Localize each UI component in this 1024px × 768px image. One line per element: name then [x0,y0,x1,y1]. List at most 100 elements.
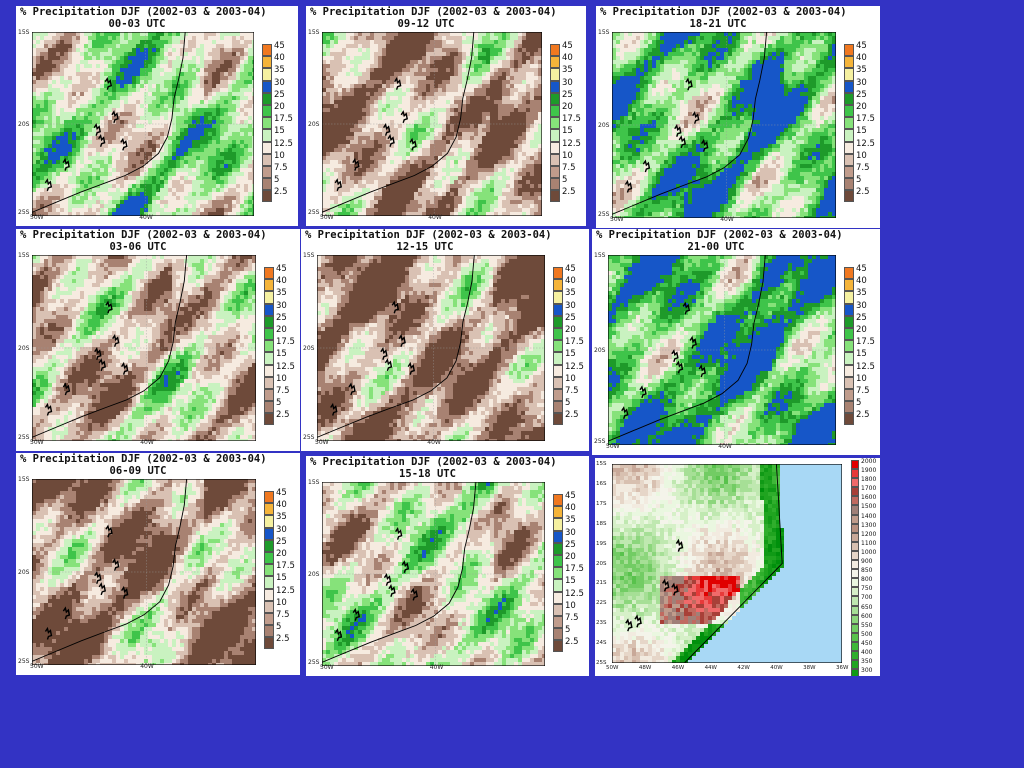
legend-item: 35 [844,65,880,81]
precipitation-map [612,32,836,218]
precipitation-map [32,255,256,441]
legend-label: 2.5 [565,410,579,420]
precipitation-legend: 45 40 35 30 25 20 17.5 15 12.5 10 7.5 5 2.5 [553,264,589,426]
legend-item: 15 [844,126,880,142]
legend-label: 7.5 [562,163,576,173]
legend-item: 10 [553,601,589,616]
topo-lat-tick-label: 21S [596,580,607,586]
legend-swatch [553,628,563,641]
legend-label: 35 [274,65,285,75]
legend-label: 20 [856,102,867,112]
legend-item: 20 [553,325,589,341]
legend-swatch [844,364,854,377]
legend-item: 25 [844,313,880,328]
legend-item: 450 [851,640,880,651]
legend-item: 17.5 [262,114,298,130]
legend-item: 35 [262,65,298,81]
legend-label: 40 [274,53,285,63]
legend-label: 1800 [861,476,876,483]
legend-swatch [851,605,859,615]
legend-item: 1600 [851,494,880,506]
legend-item: 800 [851,576,880,588]
lon-tick-label: 50W [610,216,624,223]
legend-item: 20 [264,325,300,341]
legend-swatch [264,625,274,638]
legend-label: 850 [861,567,872,574]
legend-swatch [264,637,274,650]
precipitation-panel-p1518: % Precipitation DJF (2002-03 & 2003-04) 1… [306,456,589,676]
precipitation-map [317,255,545,441]
legend-swatch [550,80,560,93]
legend-label: 10 [856,374,867,384]
legend-label: 12.5 [856,362,875,372]
panel-subtitle: 21-00 UTC [592,241,840,253]
legend-swatch [844,104,854,118]
panel-subtitle: 18-21 UTC [596,18,840,30]
legend-swatch [264,364,274,377]
panel-title: % Precipitation DJF (2002-03 & 2003-04) 1… [306,456,589,480]
legend-label: 17.5 [856,114,875,124]
legend-item: 35 [553,288,589,304]
legend-swatch [264,551,274,565]
legend-item: 20 [262,102,298,118]
panel-title-main: % Precipitation DJF (2002-03 & 2003-04) [16,453,300,465]
legend-label: 40 [565,503,576,513]
legend-item: 2.5 [550,187,586,203]
legend-item: 15 [550,126,586,142]
legend-swatch [851,578,859,588]
legend-item: 5 [553,398,589,414]
legend-swatch [851,460,859,470]
lat-tick-label: 15S [18,476,29,483]
lat-tick-label: 25S [308,659,319,666]
legend-swatch [264,303,274,316]
legend-item: 35 [550,65,586,81]
lat-tick-label: 20S [18,569,29,576]
legend-swatch [844,178,854,191]
legend-label: 30 [562,78,573,88]
legend-item: 12.5 [550,139,586,154]
topo-lat-tick-label: 18S [596,521,607,527]
legend-label: 30 [276,301,287,311]
legend-swatch [553,579,563,592]
legend-label: 20 [565,552,576,562]
legend-swatch [550,141,560,154]
legend-item: 7.5 [264,386,300,402]
precipitation-panel-p1215: % Precipitation DJF (2002-03 & 2003-04) 1… [301,229,589,451]
legend-label: 35 [562,65,573,75]
legend-swatch [550,117,560,130]
legend-label: 35 [565,515,576,525]
legend-label: 15 [276,349,287,359]
legend-item: 45 [844,264,880,280]
topo-lat-tick-label: 23S [596,620,607,626]
legend-swatch [844,56,854,69]
legend-item: 25 [844,90,880,105]
panel-title: % Precipitation DJF (2002-03 & 2003-04) 1… [596,6,880,30]
legend-label: 20 [276,549,287,559]
legend-item: 20 [844,102,880,118]
legend-swatch [553,267,563,280]
legend-label: 750 [861,585,872,592]
legend-item: 12.5 [844,139,880,154]
legend-item: 7.5 [844,163,880,179]
legend-swatch [553,279,563,292]
legend-item: 25 [262,90,298,105]
legend-label: 550 [861,622,872,629]
legend-label: 30 [856,78,867,88]
lon-tick-label: 50W [30,214,44,221]
legend-swatch [264,576,274,589]
legend-label: 2.5 [856,410,870,420]
lat-tick-label: 15S [594,252,605,259]
legend-swatch [553,542,563,555]
topo-lat-tick-label: 17S [596,501,607,507]
legend-item: 2.5 [553,410,589,426]
legend-swatch [264,539,274,552]
legend-swatch [264,564,274,577]
lat-tick-label: 25S [303,434,314,441]
legend-swatch [262,104,272,118]
legend-item: 17.5 [553,337,589,353]
legend-label: 40 [276,500,287,510]
legend-item: 1400 [851,513,880,524]
legend-item: 10 [262,151,298,166]
legend-swatch [851,623,859,633]
legend-label: 35 [856,65,867,75]
